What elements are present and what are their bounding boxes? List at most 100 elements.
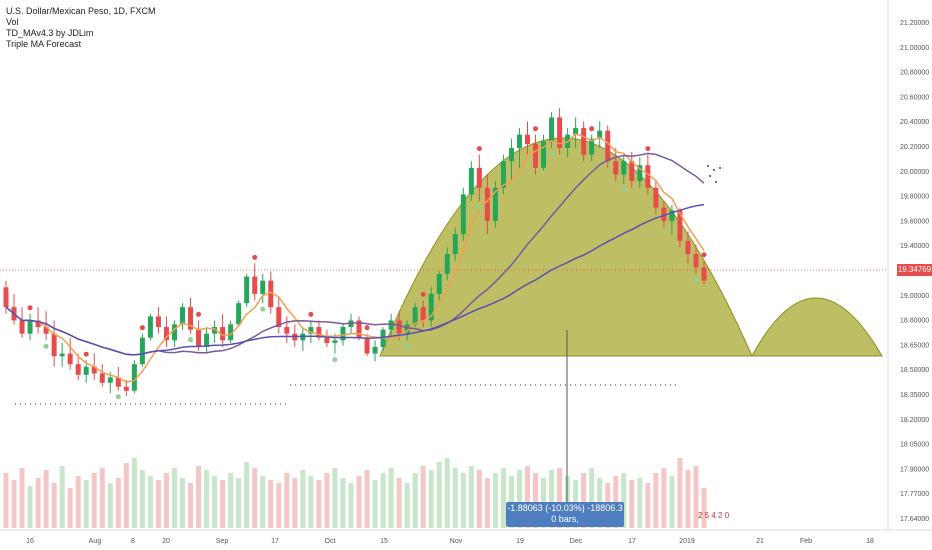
candle-body (276, 307, 282, 328)
volume-bar (276, 483, 282, 528)
y-tick-label: 21.20000 (900, 20, 929, 27)
volume-bar (292, 478, 298, 528)
volume-bar (123, 463, 129, 528)
candle-body (500, 161, 506, 188)
volume-bar (115, 478, 121, 528)
candle-body (43, 327, 49, 334)
volume-bar (324, 473, 330, 528)
candle-body (420, 307, 426, 321)
volume-bar (308, 476, 314, 528)
volume-bar (99, 468, 105, 528)
candle-body (396, 320, 402, 334)
volume-bar (147, 476, 153, 528)
candle-body (171, 324, 177, 341)
volume-bar (212, 476, 218, 528)
volume-bar (476, 470, 482, 528)
y-tick-label: 18.35000 (900, 392, 929, 399)
y-tick-label: 18.20000 (900, 417, 929, 424)
candle-body (460, 194, 466, 235)
volume-bar (460, 473, 466, 528)
td-buy-marker (115, 394, 121, 400)
forecast-dome-small (751, 297, 883, 357)
candle-body (188, 307, 194, 330)
x-tick-label: Sep (216, 538, 229, 545)
forecast-dot (715, 181, 717, 183)
candle-body (244, 276, 250, 304)
candle-body (549, 117, 555, 142)
volume-bar (171, 468, 177, 528)
candle-body (364, 337, 370, 354)
y-tick-label: 19.80000 (900, 194, 929, 201)
candle-body (180, 307, 186, 325)
y-tick-label: 21.00000 (900, 45, 929, 52)
y-tick-label: 20.40000 (900, 119, 929, 126)
candle-body (99, 373, 105, 383)
y-tick-label: 18.65000 (900, 342, 929, 349)
td-sell-marker (701, 252, 707, 258)
candle-body (508, 147, 514, 162)
volume-bar (332, 468, 338, 528)
vol-label: Vol (6, 17, 19, 27)
volume-bar (348, 483, 354, 528)
volume-bar (420, 466, 426, 528)
y-tick-label: 18.05000 (900, 442, 929, 449)
x-tick-label: 19 (516, 538, 524, 545)
candle-body (653, 187, 659, 208)
volume-bar (83, 480, 89, 528)
candle-body (155, 316, 161, 328)
x-tick-label: Aug (89, 538, 102, 545)
candle-body (147, 316, 153, 338)
candle-body (701, 267, 707, 281)
td-buy-marker (260, 306, 266, 312)
x-tick-label: Nov (450, 538, 463, 545)
volume-bar (444, 458, 450, 528)
x-tick-label: 20 (162, 538, 170, 545)
volume-bar (492, 473, 498, 528)
y-tick-label: 18.50000 (900, 367, 929, 374)
volume-bar (139, 470, 145, 528)
volume-bar (188, 483, 194, 528)
candle-body (541, 141, 547, 168)
candle-body (236, 303, 242, 325)
ma-fast-line (5, 133, 705, 383)
td-sell-marker (420, 292, 426, 298)
x-tick-label: 2019 (679, 538, 695, 545)
candle-body (91, 366, 97, 374)
candle-body (677, 210, 683, 241)
candle-body (332, 340, 338, 343)
volume-bar (557, 468, 563, 528)
volume-bar (645, 483, 651, 528)
volume-bar (468, 466, 474, 528)
volume-bar (524, 466, 530, 528)
candle-body (131, 364, 137, 391)
x-tick-label: 8 (131, 538, 135, 545)
candle-body (516, 134, 522, 148)
volume-bar (51, 483, 57, 528)
candle-body (637, 165, 643, 182)
x-tick-label: 21 (756, 538, 764, 545)
volume-bar (236, 478, 242, 528)
candle-body (83, 366, 89, 375)
candle-body (484, 187, 490, 221)
candle-body (220, 327, 226, 341)
candle-body (163, 327, 169, 341)
volume-bar (59, 466, 65, 528)
candle-body (573, 128, 579, 135)
volume-bar (701, 488, 707, 528)
candle-body (19, 320, 25, 334)
ma-slow-line (5, 203, 705, 356)
volume-bar (500, 468, 506, 528)
volume-bar (204, 470, 210, 528)
candle-body (324, 337, 330, 343)
candle-body (404, 324, 410, 334)
volume-bar (340, 478, 346, 528)
volume-bar (549, 470, 555, 528)
candle-body (59, 353, 65, 357)
volume-bar (244, 462, 250, 528)
volume-bar (388, 468, 394, 528)
candle-body (51, 333, 57, 357)
volume-bar (436, 462, 442, 528)
volume-bar (677, 458, 683, 528)
candle-body (67, 353, 73, 365)
